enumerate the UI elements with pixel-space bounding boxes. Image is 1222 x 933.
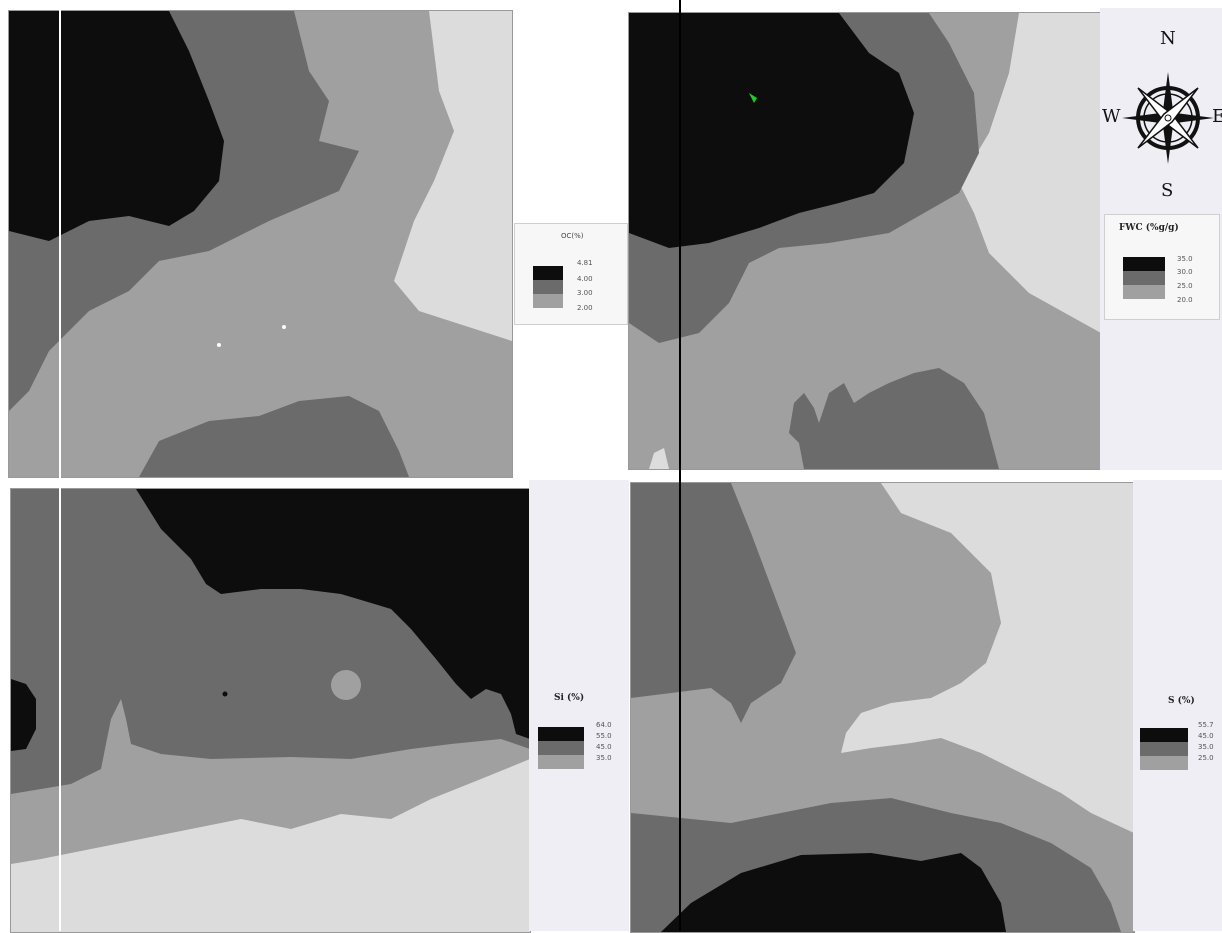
legend-swatch-3 xyxy=(533,294,563,308)
legend-value: 4.00 xyxy=(577,275,593,283)
legend-swatch-2 xyxy=(533,280,563,294)
compass-east: E xyxy=(1212,106,1222,127)
overlay-white-line xyxy=(59,0,61,931)
legend-value: 20.0 xyxy=(1177,296,1193,304)
compass: N W E S xyxy=(1102,28,1222,208)
legend-title-s: S (%) xyxy=(1168,696,1195,706)
map-panel-oc xyxy=(8,10,513,478)
compass-north: N xyxy=(1160,28,1176,49)
compass-south: S xyxy=(1161,180,1174,201)
legend-title-fwc: FWC (%g/g) xyxy=(1119,223,1179,233)
legend-swatch-3 xyxy=(1140,756,1188,770)
legend-value: 55.0 xyxy=(596,732,612,740)
compass-west: W xyxy=(1102,106,1121,127)
legend-value: 30.0 xyxy=(1177,268,1193,276)
oc-contour-map xyxy=(9,11,512,477)
legend-swatch-3 xyxy=(538,755,584,769)
legend-oc: OC(%) 4.81 4.00 3.00 2.00 xyxy=(514,223,628,325)
legend-value: 2.00 xyxy=(577,304,593,312)
legend-si: Si (%) 64.0 55.0 45.0 35.0 xyxy=(530,685,626,775)
compass-rose-icon xyxy=(1122,72,1214,164)
s-contour-map xyxy=(631,483,1134,932)
legend-value: 4.81 xyxy=(577,259,593,267)
legend-value: 45.0 xyxy=(596,743,612,751)
fwc-contour-map xyxy=(629,13,1101,469)
map-panel-s xyxy=(630,482,1135,933)
legend-swatch-3 xyxy=(1123,285,1165,299)
legend-swatch-1 xyxy=(1140,728,1188,742)
legend-value: 25.0 xyxy=(1198,754,1214,762)
map-panel-si xyxy=(10,488,531,933)
legend-value: 35.0 xyxy=(1198,743,1214,751)
legend-value: 35.0 xyxy=(1177,255,1193,263)
legend-swatch-1 xyxy=(533,266,563,280)
legend-title-oc: OC(%) xyxy=(561,232,584,240)
legend-value: 35.0 xyxy=(596,754,612,762)
si-contour-map xyxy=(11,489,530,932)
legend-swatch-1 xyxy=(538,727,584,741)
legend-value: 64.0 xyxy=(596,721,612,729)
legend-s: S (%) 55.7 45.0 35.0 25.0 xyxy=(1134,688,1222,778)
legend-value: 25.0 xyxy=(1177,282,1193,290)
legend-fwc: FWC (%g/g) 35.0 30.0 25.0 20.0 xyxy=(1104,214,1220,320)
legend-swatch-2 xyxy=(538,741,584,755)
map-panel-fwc xyxy=(628,12,1102,470)
legend-title-si: Si (%) xyxy=(554,693,585,703)
overlay-black-line xyxy=(679,0,681,931)
legend-value: 45.0 xyxy=(1198,732,1214,740)
legend-swatch-1 xyxy=(1123,257,1165,271)
legend-value: 55.7 xyxy=(1198,721,1214,729)
legend-swatch-2 xyxy=(1123,271,1165,285)
legend-swatch-2 xyxy=(1140,742,1188,756)
legend-value: 3.00 xyxy=(577,289,593,297)
